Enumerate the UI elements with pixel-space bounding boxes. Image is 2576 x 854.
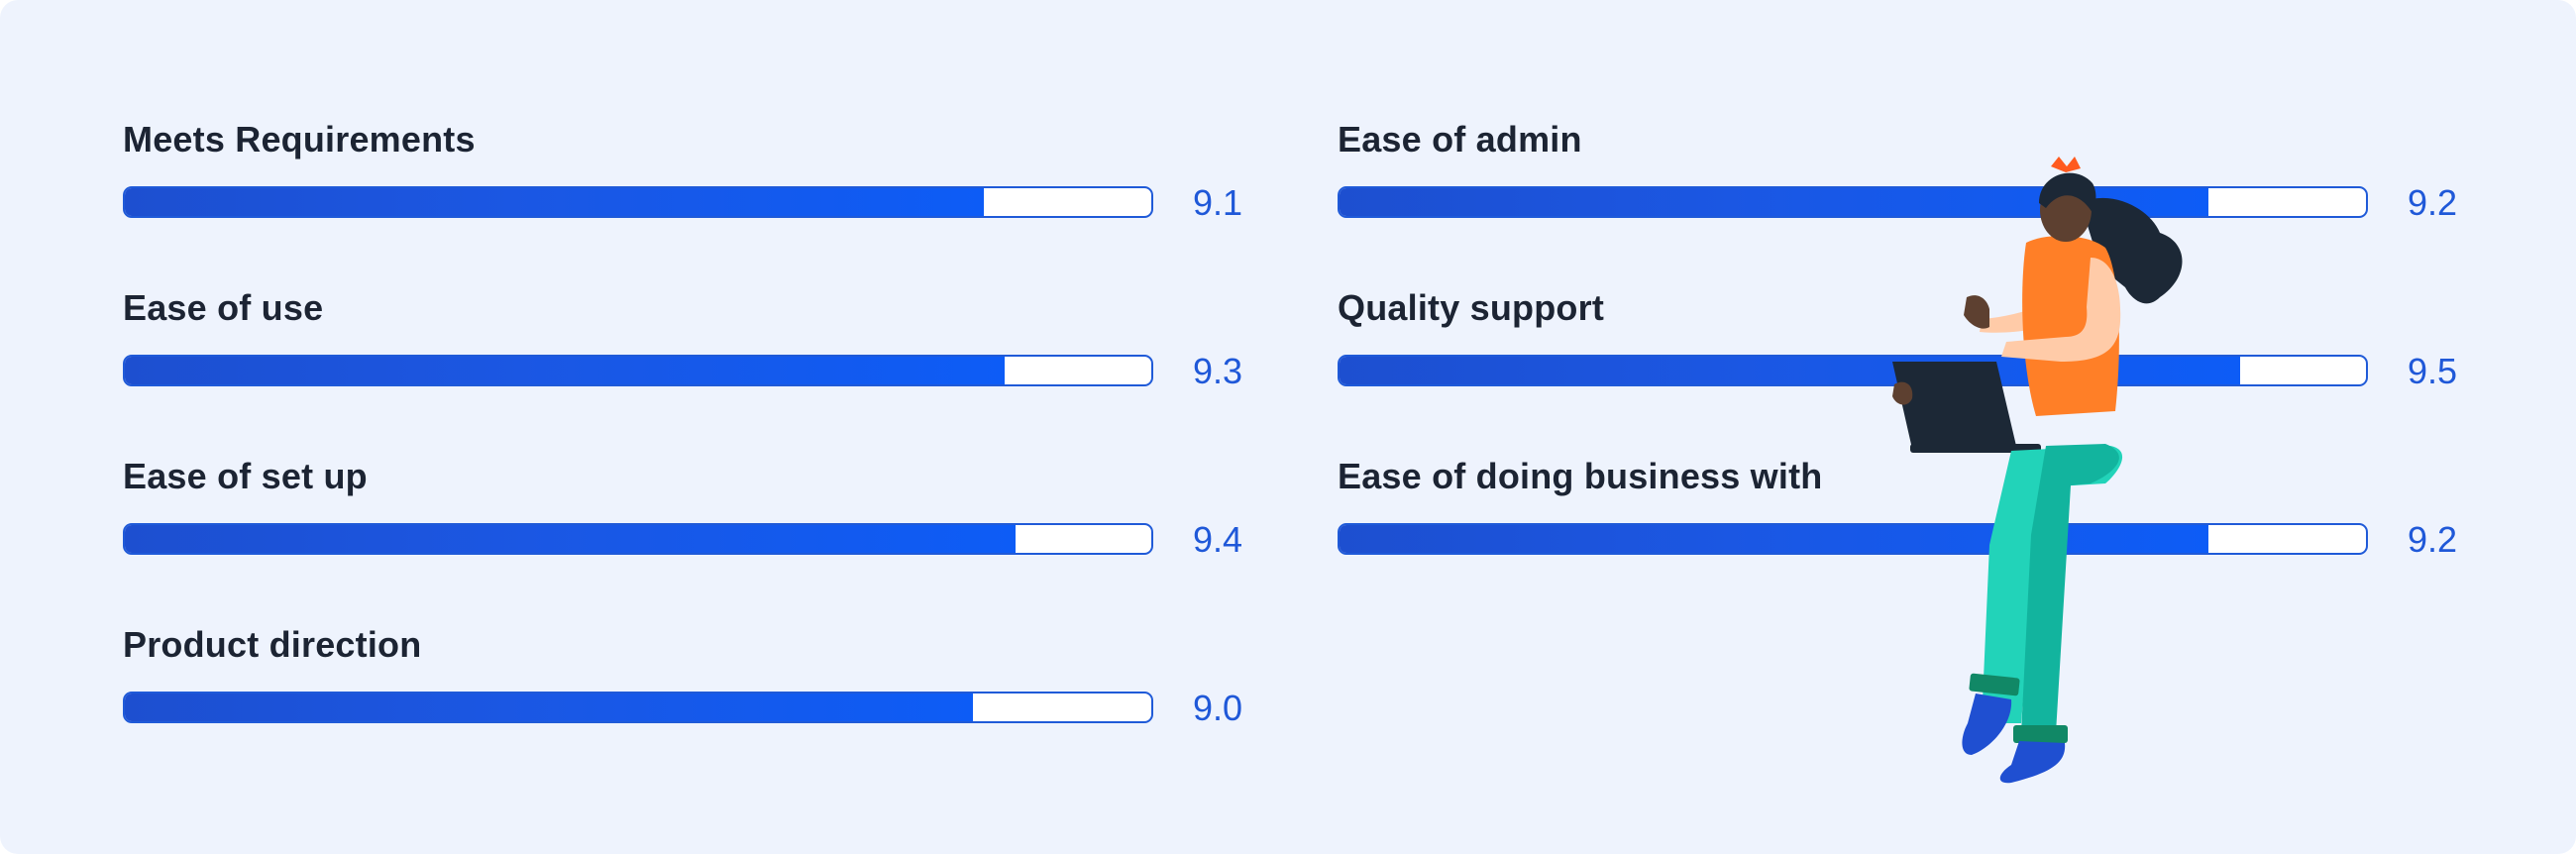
rating-label: Quality support [1338, 287, 1605, 328]
rating-value: 9.5 [2407, 351, 2457, 391]
laptop-base-shape [1910, 444, 2041, 453]
rating-bar-fill [125, 694, 974, 721]
rating-label: Meets Requirements [123, 119, 476, 160]
hair-shape [2081, 197, 2183, 304]
rating-value: 9.0 [1192, 688, 1242, 728]
rating-bar-track [123, 692, 1153, 723]
rating-label: Product direction [123, 624, 422, 665]
hand-shape [1964, 295, 1989, 329]
rating-value: 9.2 [2407, 519, 2457, 560]
rating-label: Ease of admin [1338, 119, 1582, 160]
hair-top-shape [2039, 172, 2096, 213]
rating-bar-track [123, 186, 1153, 218]
headband-bow-shape [2051, 157, 2081, 172]
cuff-front-shape [2013, 725, 2068, 743]
laptop-shape [1892, 362, 2016, 449]
rating-bar-fill [125, 188, 984, 216]
rating-bar-track [123, 355, 1153, 386]
rating-value: 9.3 [1192, 351, 1242, 391]
rating-row: Product direction 9.0 [123, 624, 1242, 763]
rating-label: Ease of doing business with [1338, 456, 1823, 496]
rating-bar-fill [125, 357, 1005, 384]
rating-label: Ease of set up [123, 456, 368, 496]
leg-front-shape [2021, 444, 2119, 733]
rating-row: Meets Requirements 9.1 [123, 119, 1242, 258]
arm-front-shape [2001, 258, 2121, 362]
shoe-front-shape [1999, 741, 2066, 784]
rating-bar-track [123, 523, 1153, 555]
rating-value: 9.2 [2407, 182, 2457, 223]
rating-value: 9.1 [1192, 182, 1242, 223]
rating-row: Ease of set up 9.4 [123, 456, 1242, 594]
cuff-back-shape [1969, 673, 2020, 696]
rating-row: Ease of use 9.3 [123, 287, 1242, 426]
shoe-back-shape [1962, 694, 2012, 755]
rating-bar-fill [125, 525, 1016, 553]
hand-front-shape [1892, 381, 1913, 405]
rating-value: 9.4 [1192, 519, 1242, 560]
leg-back-shape [1982, 446, 2123, 723]
woman-with-laptop-illustration [1892, 157, 2183, 784]
rating-label: Ease of use [123, 287, 324, 328]
